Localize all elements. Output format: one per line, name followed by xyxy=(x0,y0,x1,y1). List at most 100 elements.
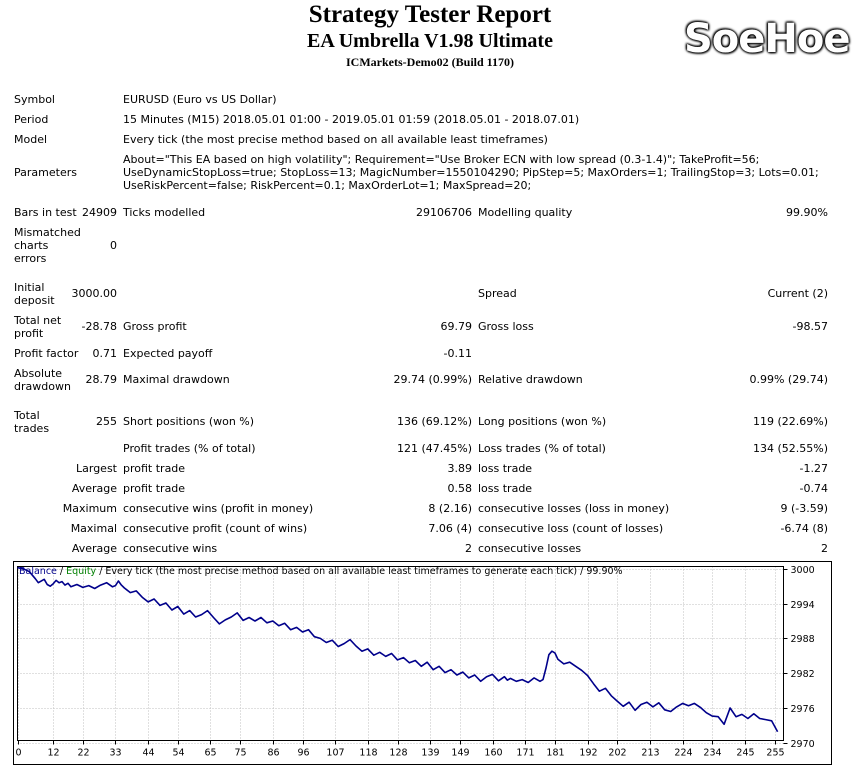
relative-drawdown-value: 0.99% (29.74) xyxy=(749,373,828,386)
series-line-balance xyxy=(17,566,779,733)
largest-profit-label: profit trade xyxy=(123,462,186,475)
max-consecutive-losses-value: 9 (-3.59) xyxy=(780,502,828,515)
max-consecutive-wins-label: consecutive wins (profit in money) xyxy=(123,502,314,515)
avg-consecutive-wins-value: 2 xyxy=(465,542,472,555)
average-loss-value: -0.74 xyxy=(799,482,828,495)
relative-drawdown-label: Relative drawdown xyxy=(478,373,583,386)
maximum-label: Maximum xyxy=(62,502,117,515)
x-tick-label: 245 xyxy=(736,748,754,759)
quality-value: 99.90% xyxy=(786,206,828,219)
y-tick-label: 2982 xyxy=(791,669,815,680)
deposit-label: Initial deposit xyxy=(14,281,55,307)
model-value: Every tick (the most precise method base… xyxy=(123,133,548,146)
symbol-value: EURUSD (Euro vs US Dollar) xyxy=(123,93,277,106)
x-tick-label: 149 xyxy=(451,748,469,759)
gross-profit-label: Gross profit xyxy=(123,320,187,333)
x-tick-label: 224 xyxy=(674,748,692,759)
average-profit-value: 0.58 xyxy=(447,482,473,495)
x-tick-label: 12 xyxy=(47,748,59,759)
x-tick-label: 255 xyxy=(766,748,784,759)
loss-trades-value: 134 (52.55%) xyxy=(752,442,828,455)
chart-grid xyxy=(17,566,784,744)
loss-trades-label: Loss trades (% of total) xyxy=(478,442,606,455)
x-tick-label: 65 xyxy=(204,748,216,759)
average-profit-label: profit trade xyxy=(123,482,186,495)
long-positions-label: Long positions (won %) xyxy=(478,415,607,428)
y-tick-label: 2988 xyxy=(791,634,815,645)
maximal-consecutive-loss-value: -6.74 (8) xyxy=(780,522,828,535)
largest-profit-value: 3.89 xyxy=(447,462,473,475)
parameters-value: About="This EA based on high volatility"… xyxy=(123,153,819,192)
profit-trades-value: 121 (47.45%) xyxy=(396,442,472,455)
x-tick-label: 139 xyxy=(421,748,439,759)
net-profit-value: -28.78 xyxy=(81,320,117,333)
x-tick-label: 33 xyxy=(109,748,121,759)
x-tick-label: 171 xyxy=(516,748,534,759)
short-positions-label: Short positions (won %) xyxy=(123,415,255,428)
chart-series xyxy=(17,566,779,733)
spread-label: Spread xyxy=(478,287,517,300)
balance-chart: 3000 2994 2988 2982 2976 2970 0 12 22 33 44 54 65 75 8… xyxy=(13,561,832,765)
absolute-drawdown-label: Absolute drawdown xyxy=(14,367,71,393)
largest-label: Largest xyxy=(76,462,117,475)
net-profit-label: Total net profit xyxy=(14,314,62,340)
short-positions-value: 136 (69.12%) xyxy=(396,415,472,428)
legend-separator: / xyxy=(57,566,66,577)
maximal-drawdown-label: Maximal drawdown xyxy=(123,373,230,386)
maximal-consecutive-profit-value: 7.06 (4) xyxy=(428,522,472,535)
average-loss-label: loss trade xyxy=(478,482,533,495)
chart-axes: 3000 2994 2988 2982 2976 2970 0 12 22 33 44 54 65 75 8… xyxy=(15,565,814,759)
avg-consecutive-wins-label: consecutive wins xyxy=(123,542,218,555)
quality-label: Modelling quality xyxy=(478,206,573,219)
profit-factor-label: Profit factor xyxy=(14,347,79,360)
soehoe-logo: SoeHoe xyxy=(684,16,851,62)
x-tick-label: 234 xyxy=(703,748,721,759)
x-tick-label: 22 xyxy=(77,748,89,759)
spread-value: Current (2) xyxy=(767,287,828,300)
long-positions-value: 119 (22.69%) xyxy=(752,415,828,428)
avg-consecutive-losses-value: 2 xyxy=(821,542,828,555)
x-tick-label: 75 xyxy=(234,748,246,759)
period-label: Period xyxy=(14,113,49,126)
x-tick-label: 202 xyxy=(608,748,626,759)
avg-consecutive-losses-label: consecutive losses xyxy=(478,542,582,555)
maximal-consecutive-profit-label: consecutive profit (count of wins) xyxy=(123,522,308,535)
deposit-value: 3000.00 xyxy=(71,287,118,300)
profit-trades-label: Profit trades (% of total) xyxy=(123,442,256,455)
bars-label: Bars in test xyxy=(14,206,77,219)
chart-background xyxy=(13,561,832,765)
x-tick-label: 160 xyxy=(484,748,502,759)
x-tick-label: 107 xyxy=(326,748,344,759)
total-trades-label: Total trades xyxy=(14,409,50,435)
x-tick-label: 118 xyxy=(359,748,377,759)
ticks-value: 29106706 xyxy=(416,206,472,219)
gross-loss-label: Gross loss xyxy=(478,320,534,333)
chart-legend: Balance / Equity / Every tick (the most … xyxy=(19,566,623,577)
profit-factor-value: 0.71 xyxy=(92,347,118,360)
x-tick-label: 128 xyxy=(389,748,407,759)
mismatch-value: 0 xyxy=(110,239,117,252)
period-value: 15 Minutes (M15) 2018.05.01 01:00 - 2019… xyxy=(123,113,580,126)
absolute-drawdown-value: 28.79 xyxy=(85,373,118,386)
report-title: Strategy Tester Report xyxy=(308,1,552,28)
x-tick-label: 54 xyxy=(172,748,184,759)
y-tick-label: 2994 xyxy=(791,600,815,611)
model-label: Model xyxy=(14,133,48,146)
largest-loss-value: -1.27 xyxy=(799,462,828,475)
plot-frame xyxy=(17,566,784,741)
ea-name: EA Umbrella V1.98 Ultimate xyxy=(307,30,553,52)
y-tick-label: 2970 xyxy=(791,739,815,750)
x-tick-label: 213 xyxy=(641,748,659,759)
x-tick-label: 192 xyxy=(579,748,597,759)
y-tick-label: 2976 xyxy=(791,704,815,715)
parameters-label: Parameters xyxy=(14,166,77,179)
bars-value: 24909 xyxy=(82,206,117,219)
x-tick-label: 86 xyxy=(267,748,279,759)
x-tick-label: 44 xyxy=(142,748,154,759)
maximal-drawdown-value: 29.74 (0.99%) xyxy=(393,373,472,386)
gross-profit-value: 69.79 xyxy=(440,320,473,333)
symbol-label: Symbol xyxy=(14,93,55,106)
maximal-consecutive-loss-label: consecutive loss (count of losses) xyxy=(478,522,664,535)
y-tick-label: 3000 xyxy=(791,565,815,576)
x-tick-label: 181 xyxy=(546,748,564,759)
